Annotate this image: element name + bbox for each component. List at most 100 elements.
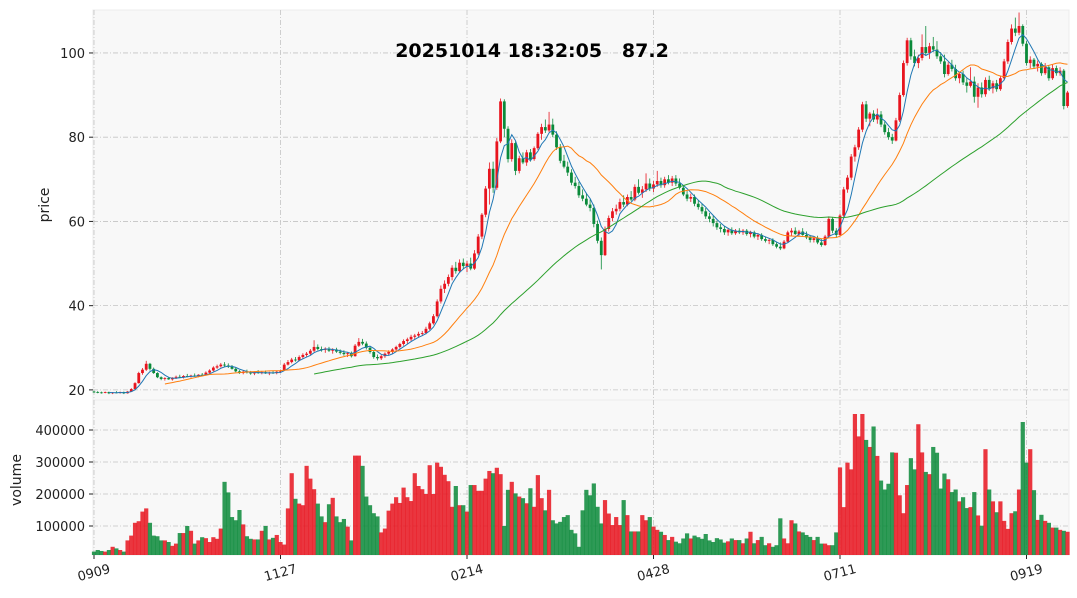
volume-bar xyxy=(408,501,414,555)
volume-bar xyxy=(528,488,533,555)
volume-bar xyxy=(927,474,932,555)
volume-bar xyxy=(349,540,354,555)
candle-body xyxy=(715,223,719,228)
volume-bar xyxy=(468,485,473,555)
candle-body xyxy=(659,180,663,186)
volume-bar xyxy=(688,538,693,555)
volume-bar xyxy=(207,542,212,555)
candle-body xyxy=(405,339,409,342)
volume-bar xyxy=(875,455,880,555)
volume-bar xyxy=(673,541,678,555)
price-tick-label: 40 xyxy=(68,300,85,315)
price-axis-label: price xyxy=(37,188,53,223)
candle-body xyxy=(849,156,853,178)
candle-body xyxy=(409,336,413,340)
volume-bar xyxy=(237,510,242,555)
volume-bar xyxy=(524,503,529,555)
candle-body xyxy=(749,232,752,235)
candle-body xyxy=(379,356,383,359)
candle-body xyxy=(1006,42,1010,62)
volume-bar xyxy=(629,531,634,555)
volume-bar xyxy=(893,452,899,555)
volume-bar xyxy=(461,505,466,555)
volume-bar xyxy=(479,490,485,555)
candle-body xyxy=(607,218,611,230)
candle-body xyxy=(446,277,450,284)
candle-body xyxy=(495,141,499,188)
volume-bar xyxy=(442,474,447,555)
volume-bar xyxy=(666,540,671,555)
candle-body xyxy=(797,231,801,235)
volume-bar xyxy=(173,543,179,555)
volume-bar xyxy=(446,481,451,555)
volume-bar xyxy=(256,539,261,555)
volume-bar xyxy=(636,531,641,555)
volume-bar xyxy=(1013,511,1018,555)
volume-bar xyxy=(476,490,481,555)
volume-bar xyxy=(270,537,276,555)
volume-bar xyxy=(308,478,313,555)
candle-body xyxy=(879,114,883,125)
volume-bar xyxy=(259,530,264,555)
candle-body xyxy=(137,373,141,384)
volume-bar xyxy=(513,493,518,555)
candle-body xyxy=(756,234,760,237)
candle-body xyxy=(279,371,282,373)
volume-bar xyxy=(778,518,783,555)
candle-body xyxy=(596,223,599,241)
candle-body xyxy=(618,202,622,209)
time-tick-label: 0214 xyxy=(449,562,485,585)
candle-body xyxy=(667,179,670,183)
volume-bar xyxy=(483,478,488,555)
volume-bar xyxy=(755,540,761,555)
volume-tick-label: 400000 xyxy=(35,424,85,439)
candle-body xyxy=(361,341,364,344)
candle-body xyxy=(719,227,723,230)
volume-bar xyxy=(472,485,477,555)
candle-body xyxy=(178,376,182,378)
candle-body xyxy=(394,346,398,350)
volume-bar xyxy=(438,466,443,555)
volume-bar xyxy=(300,505,305,555)
candle-body xyxy=(778,246,782,249)
volume-bar xyxy=(975,515,981,555)
volume-bar xyxy=(752,543,757,555)
volume-bar xyxy=(554,523,559,555)
candle-body xyxy=(961,74,965,83)
candle-body xyxy=(611,211,614,219)
candle-body xyxy=(532,148,536,160)
volume-bar xyxy=(162,540,167,555)
candle-body xyxy=(890,137,894,141)
volume-bar xyxy=(793,523,798,555)
volume-bar xyxy=(502,526,507,555)
candle-body xyxy=(584,198,588,205)
volume-bar xyxy=(610,525,615,555)
candle-body xyxy=(946,64,950,75)
volume-bar xyxy=(968,507,973,555)
candle-body xyxy=(129,389,133,392)
candle-body xyxy=(566,166,570,173)
candle-body xyxy=(808,237,812,240)
volume-bar xyxy=(942,473,947,555)
volume-bar xyxy=(811,540,816,555)
candle-body xyxy=(793,230,797,235)
candle-body xyxy=(1010,28,1013,43)
candle-body xyxy=(976,87,980,97)
volume-bar xyxy=(916,424,921,555)
volume-bar xyxy=(819,543,824,555)
volume-bar xyxy=(170,545,175,555)
candle-body xyxy=(473,253,476,269)
volume-bar xyxy=(136,521,141,555)
volume-bar xyxy=(244,536,250,555)
candle-body xyxy=(543,127,547,131)
volume-bar xyxy=(274,534,279,555)
candle-body xyxy=(141,369,144,374)
volume-bar xyxy=(196,540,201,555)
candle-body xyxy=(1054,68,1058,74)
volume-bar xyxy=(860,414,865,555)
candle-body xyxy=(838,215,842,235)
candle-body xyxy=(346,353,350,355)
volume-bar xyxy=(1035,519,1040,555)
candle-body xyxy=(972,81,976,97)
time-tick-label: 0909 xyxy=(76,562,112,585)
